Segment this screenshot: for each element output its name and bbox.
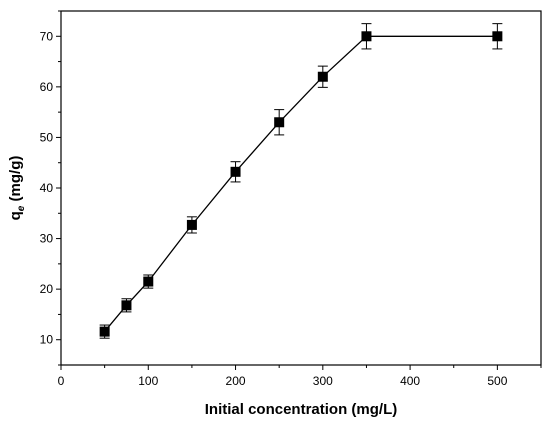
x-tick-label: 300: [313, 374, 333, 388]
y-axis-title-base: q: [7, 211, 24, 220]
data-markers: [99, 31, 503, 337]
error-bars: [99, 23, 503, 339]
y-tick-label: 20: [40, 282, 54, 296]
y-axis-title: qe (mg/g): [7, 156, 27, 221]
x-tick-label: 500: [487, 374, 507, 388]
data-point-marker: [230, 166, 241, 177]
x-axis: 0 100 200 300 400 500: [58, 365, 508, 388]
series-line: [104, 35, 498, 333]
x-axis-title: Initial concentration (mg/L): [205, 401, 398, 418]
data-point-marker: [492, 31, 503, 42]
series-line-group: [104, 35, 498, 333]
data-point-marker: [143, 276, 154, 287]
data-point-marker: [361, 31, 372, 42]
x-tick-label: 0: [58, 374, 65, 388]
data-point-marker: [99, 326, 110, 337]
x-tick-label: 100: [138, 374, 158, 388]
x-tick-label: 200: [226, 374, 246, 388]
plot-frame: [60, 10, 542, 366]
minor-ticks: [58, 10, 542, 368]
y-tick-label: 10: [40, 333, 54, 347]
y-axis-title-subscript: e: [16, 205, 27, 211]
y-axis-title-rest: (mg/g): [7, 156, 24, 206]
y-tick-label: 30: [40, 232, 54, 246]
data-point-marker: [274, 117, 285, 128]
data-point-marker: [121, 300, 132, 311]
y-tick-label: 40: [40, 181, 54, 195]
y-tick-label: 60: [40, 80, 54, 94]
y-tick-label: 50: [40, 130, 54, 144]
y-axis: 10 20 30 40 50 60 70: [40, 29, 61, 347]
data-point-marker: [186, 219, 197, 230]
x-tick-label: 400: [400, 374, 420, 388]
data-point-marker: [317, 71, 328, 82]
y-tick-label: 70: [40, 29, 54, 43]
